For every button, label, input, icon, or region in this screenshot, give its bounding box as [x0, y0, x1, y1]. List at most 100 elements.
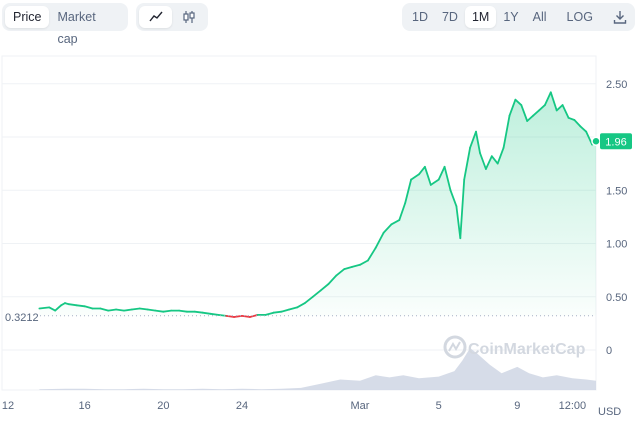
current-price-badge — [600, 133, 632, 150]
price-line-segment — [514, 98, 523, 106]
x-tick-label: 20 — [157, 400, 169, 412]
price-line-segment — [585, 130, 593, 146]
price-line-segment — [374, 231, 385, 249]
price-line-segment — [382, 223, 393, 234]
watermark: CoinMarketCap — [443, 335, 586, 359]
price-line-segment — [579, 125, 588, 133]
price-line-segment — [463, 146, 472, 181]
tab-market-cap[interactable]: Market cap — [57, 10, 96, 46]
price-line-segment — [193, 310, 204, 314]
x-tick-label: 16 — [79, 400, 91, 412]
price-line-segment — [490, 155, 499, 165]
price-line-segment — [48, 306, 57, 312]
price-line-segment — [272, 310, 283, 314]
price-line-segment — [138, 307, 149, 311]
price-line-segment — [404, 178, 413, 204]
price-line-segment — [201, 311, 212, 315]
line-chart-icon[interactable] — [139, 6, 172, 28]
price-line-segment — [520, 104, 529, 122]
price-line-segment — [418, 165, 426, 176]
x-axis: 12 16 20 24 Mar 5 9 12:00 USD — [2, 400, 621, 418]
x-tick-label: Mar — [351, 400, 370, 412]
price-line-segment — [508, 98, 517, 117]
price-line-segment — [83, 305, 94, 310]
price-line — [38, 91, 597, 318]
price-area — [39, 92, 596, 316]
price-line-segment — [526, 114, 534, 122]
time-range-toggle: 1D 7D 1M 1Y All LOG — [402, 3, 635, 31]
price-line-segment — [484, 155, 493, 170]
price-line-segment — [241, 314, 251, 318]
price-line-segment — [502, 114, 511, 149]
price-line-segment — [264, 311, 275, 316]
price-line-segment — [296, 302, 306, 309]
price-line-segment — [573, 119, 582, 128]
watermark-text: CoinMarketCap — [468, 341, 586, 358]
price-line-segment — [162, 309, 173, 313]
range-1y[interactable]: 1Y — [503, 10, 519, 24]
x-tick-label: 5 — [436, 400, 442, 412]
price-line-segment — [146, 308, 157, 312]
candlestick-icon[interactable] — [172, 6, 205, 28]
volume-bars — [39, 348, 596, 390]
price-line-segment — [123, 308, 133, 312]
price-line-segment — [343, 265, 354, 271]
tab-price[interactable]: Price — [5, 6, 50, 28]
price-line-segment — [217, 313, 228, 317]
price-line-segment — [107, 308, 117, 312]
price-line-segment — [319, 283, 330, 292]
baseline: 0.3212 — [5, 312, 596, 324]
range-all[interactable]: All — [532, 10, 547, 24]
price-line-segment — [38, 306, 51, 310]
range-7d[interactable]: 7D — [441, 10, 458, 24]
price-line-segment — [248, 313, 259, 318]
current-price: 1.96 — [591, 133, 632, 150]
price-line-segment — [496, 146, 505, 165]
price-line-segment — [455, 205, 462, 240]
price-line-segment — [479, 152, 487, 170]
y-tick-label: 0 — [606, 345, 612, 357]
price-line-segment — [178, 309, 188, 313]
price-line-segment — [538, 104, 546, 112]
price-line-segment — [549, 91, 558, 112]
price-line-segment — [475, 130, 481, 154]
x-tick-label: 12:00 — [559, 400, 587, 412]
range-1m[interactable]: 1M — [464, 6, 497, 28]
price-line-segment — [54, 304, 62, 312]
price-line-segment — [366, 246, 377, 262]
price-line-segment — [311, 289, 322, 298]
price-line-segment — [459, 178, 466, 240]
download-icon[interactable] — [606, 6, 634, 28]
price-line-segment — [437, 165, 446, 181]
price-line-segment — [68, 303, 78, 307]
x-tick-label: 12 — [2, 400, 14, 412]
price-line-segment — [410, 173, 420, 181]
price-line-segment — [351, 263, 361, 268]
price-line-segment — [398, 202, 407, 222]
price-line-segment — [288, 306, 299, 311]
y-tick-label: 0.50 — [606, 292, 627, 304]
price-line-segment — [555, 104, 564, 112]
price-line-segment — [532, 109, 540, 117]
chart-type-toggle — [136, 3, 208, 31]
price-line-segment — [423, 165, 432, 186]
price-line-segment — [390, 219, 401, 226]
y-axis: 00.501.001.502.002.50 — [606, 79, 627, 357]
range-1d[interactable]: 1D — [412, 10, 428, 24]
current-price-label: 1.96 — [605, 136, 626, 148]
price-line-segment — [335, 268, 346, 277]
price-area-fill — [39, 92, 596, 316]
price-line-segment — [544, 91, 552, 106]
x-tick-label: 24 — [236, 400, 248, 412]
current-price-dot — [591, 136, 601, 147]
price-line-segment — [449, 189, 458, 208]
price-line-segment — [209, 312, 220, 316]
log-scale-button[interactable]: LOG — [566, 10, 593, 24]
y-tick-label: 1.50 — [606, 185, 627, 197]
price-line-segment — [443, 165, 452, 192]
price-line-segment — [99, 307, 110, 312]
y-tick-label: 1.00 — [606, 239, 627, 251]
price-line-segment — [154, 309, 165, 313]
price-line-segment — [327, 274, 338, 285]
